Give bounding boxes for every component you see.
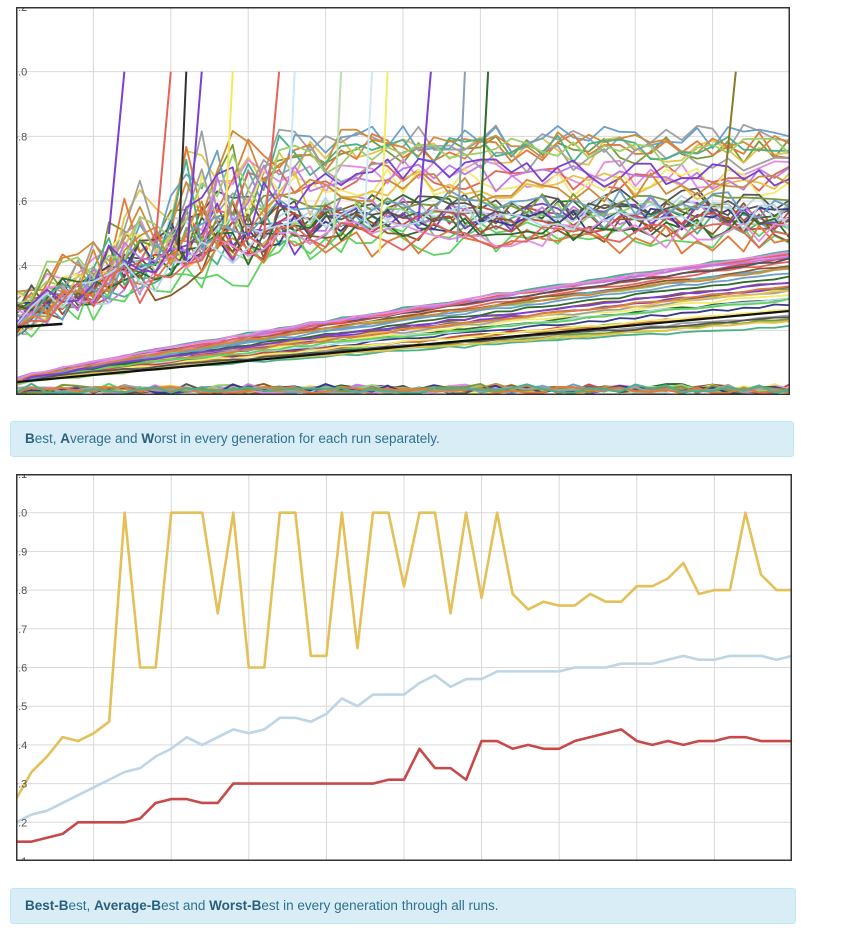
best-series-line [15, 172, 791, 330]
chart-run-lines: 0.00.20.40.60.81.01.20510152025303540455… [12, 2, 796, 413]
average-series-line [15, 308, 791, 382]
average-series-line [15, 297, 791, 383]
series-line-2 [15, 654, 793, 824]
y-tick-label: 0.4 [16, 740, 27, 752]
spike-line [185, 71, 203, 261]
y-tick-label: 1.0 [16, 67, 27, 79]
series-lines [15, 71, 791, 395]
y-tick-label: 0.2 [16, 325, 27, 337]
best-series-line [15, 157, 791, 329]
y-tick-label: 0.6 [16, 663, 27, 675]
spike-line [177, 71, 188, 251]
best-series-line [15, 187, 791, 310]
caption-top: Best, Average and Worst in every generat… [10, 421, 794, 457]
y-tick-label: 0.4 [16, 261, 27, 273]
spike-line [107, 71, 126, 235]
caption-part: Best-B [25, 898, 69, 913]
best-series-line [15, 189, 791, 338]
spike-line [456, 71, 466, 243]
spike-line [363, 71, 374, 224]
y-tick-label: 0.9 [16, 546, 27, 558]
best-series-line [15, 143, 791, 318]
caption-part: Average-B [94, 898, 162, 913]
spike-line [479, 71, 490, 219]
best-series-line [15, 221, 791, 328]
average-series-line [15, 251, 791, 381]
y-tick-label: 0.7 [16, 624, 27, 636]
spike-line [154, 71, 172, 244]
spike-line [223, 71, 234, 226]
plot-border [16, 7, 790, 395]
series-line-3 [16, 728, 792, 843]
best-series-line [15, 161, 791, 315]
y-tick-label: 0.8 [16, 585, 27, 597]
best-series-line [15, 224, 791, 315]
caption-part: verage and [70, 431, 142, 446]
series-line-1 [14, 511, 792, 800]
worst-series-line [15, 382, 791, 395]
average-series-line [15, 267, 791, 382]
spike-line [417, 71, 432, 221]
spike-line [262, 71, 281, 239]
y-tick-label: 0.6 [16, 196, 27, 208]
y-tick-label: 0.8 [16, 131, 27, 143]
y-tick-label: 0.2 [16, 817, 27, 829]
average-series-line [15, 282, 791, 384]
chart-1-svg: 0.00.20.40.60.81.01.20510152025303540455… [12, 2, 796, 413]
caption-part: A [60, 431, 71, 446]
spike-line [285, 71, 296, 248]
caption-bottom: Best-Best, Average-Best and Worst-Best i… [10, 888, 796, 924]
best-series-line [15, 192, 791, 315]
caption-part: est, [34, 431, 61, 446]
y-tick-label: 0.3 [16, 779, 27, 791]
caption-part: est and [161, 898, 210, 913]
chart-best-summary: 0.10.20.30.40.50.60.70.80.91.01.10510152… [12, 469, 798, 879]
worst-series-line [15, 385, 791, 395]
best-series-line [15, 202, 791, 327]
y-tick-label: 1.0 [16, 508, 27, 520]
best-series-line [15, 128, 791, 293]
caption-part: est, [68, 898, 95, 913]
best-series-line [15, 211, 791, 312]
best-series-line [15, 322, 63, 329]
best-series-line [15, 137, 791, 305]
caption-part: est in every generation through all runs… [261, 898, 499, 913]
spike-line [332, 71, 343, 236]
best-series-line [15, 193, 791, 313]
spike-line [719, 71, 737, 223]
caption-part: orst in every generation for each run se… [154, 431, 440, 446]
caption-part: B [25, 431, 35, 446]
chart-2-svg: 0.10.20.30.40.50.60.70.80.91.01.10510152… [12, 469, 798, 879]
spike-line [378, 71, 389, 253]
caption-part: Worst-B [209, 898, 262, 913]
average-series-line [15, 309, 791, 384]
y-tick-label: 0.5 [16, 701, 27, 713]
plot-border [16, 474, 792, 861]
average-series-line [15, 272, 791, 385]
caption-part: W [141, 431, 155, 446]
series-lines [14, 511, 793, 843]
